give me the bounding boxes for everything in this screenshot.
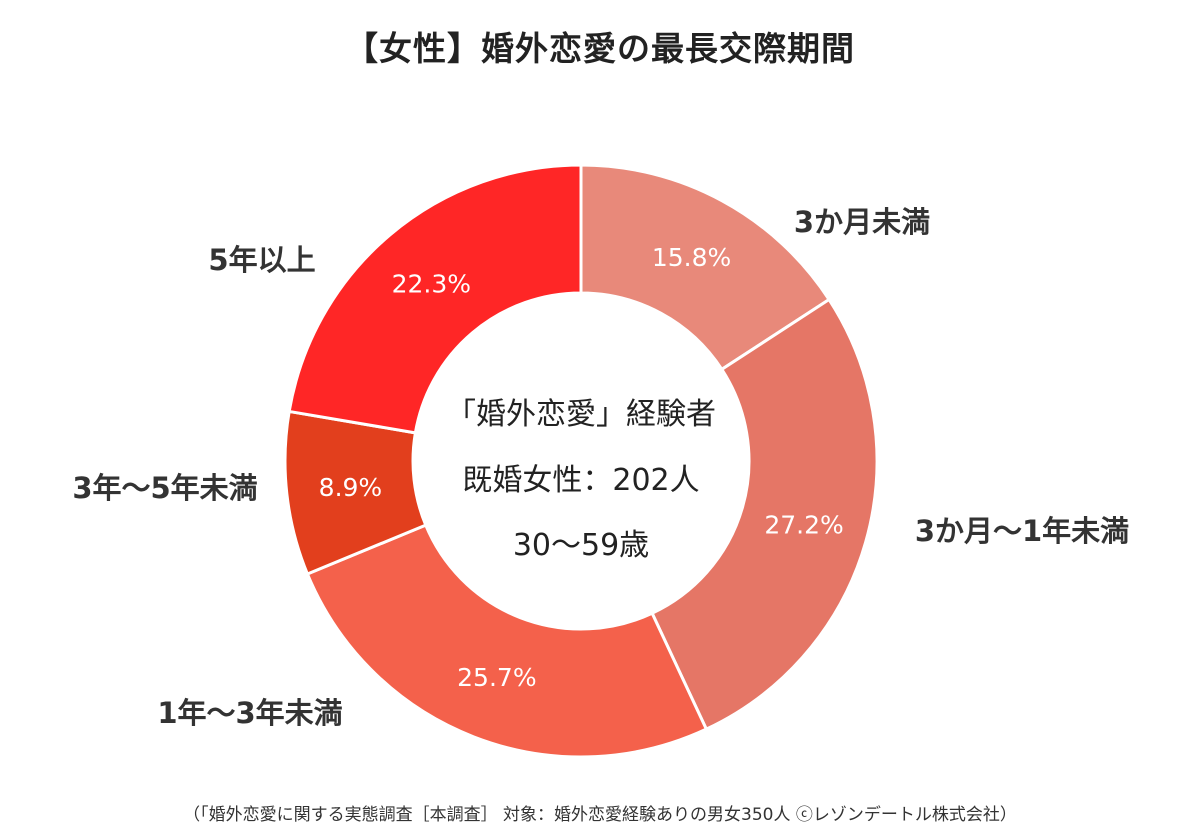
slice-over-5-years <box>287 163 583 435</box>
value-label-3-to-5-years: 8.9% <box>319 473 383 502</box>
center-text-line-3: 30〜59歳 <box>513 528 649 563</box>
slice-under-3-months <box>579 163 832 372</box>
value-label-3-months-to-1-year: 27.2% <box>764 511 843 540</box>
chart-title: 【女性】婚外恋愛の最長交際期間 <box>345 29 855 68</box>
slice-1-to-3-years <box>305 523 709 759</box>
category-labels: 3か月未満 3か月〜1年未満 1年〜3年未満 3年〜5年未満 5年以上 <box>72 205 1129 730</box>
value-label-under-3-months: 15.8% <box>652 243 731 272</box>
category-label-1-to-3-years: 1年〜3年未満 <box>157 696 342 730</box>
category-label-3-months-to-1-year: 3か月〜1年未満 <box>915 514 1129 548</box>
donut-slices <box>283 163 879 759</box>
value-label-over-5-years: 22.3% <box>392 270 471 299</box>
center-text-line-2: 既婚女性：202人 <box>462 463 699 498</box>
category-label-under-3-months: 3か月未満 <box>794 205 930 239</box>
category-label-3-to-5-years: 3年〜5年未満 <box>72 471 257 505</box>
value-label-1-to-3-years: 25.7% <box>457 663 536 692</box>
category-label-over-5-years: 5年以上 <box>208 243 315 277</box>
slice-3-months-to-1-year <box>650 297 879 732</box>
value-labels: 15.8% 27.2% 25.7% 8.9% 22.3% <box>319 243 844 692</box>
footnote: （「婚外恋愛に関する実態調査［本調査］ 対象：婚外恋愛経験ありの男女350人 ⓒ… <box>183 805 1017 825</box>
center-text-line-1: 「婚外恋愛」経験者 <box>446 397 716 432</box>
